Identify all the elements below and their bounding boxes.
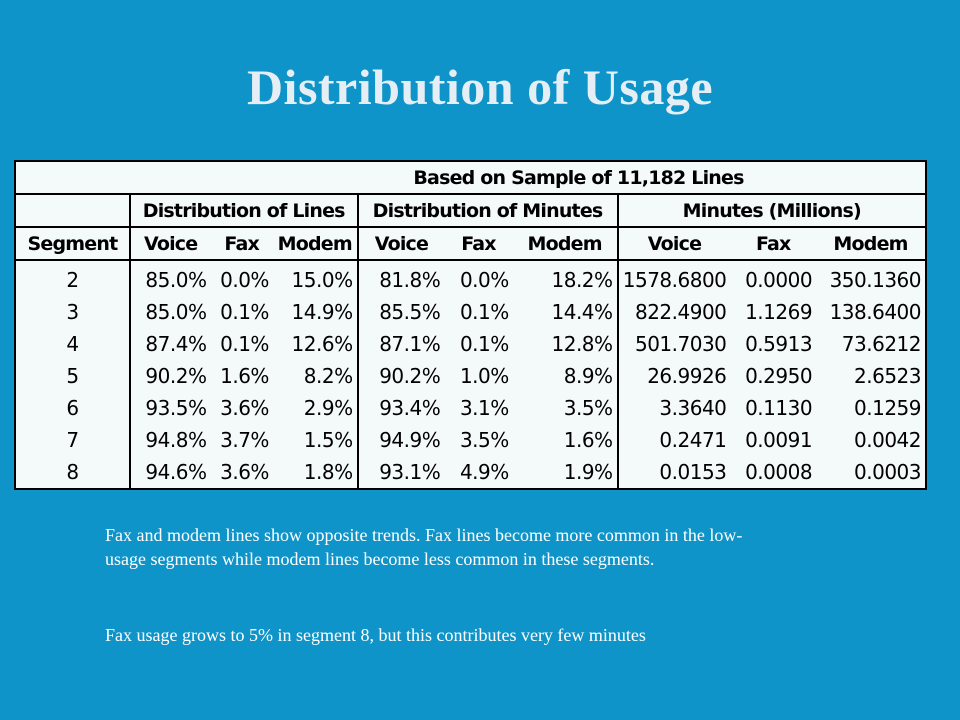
value-cell-lines-modem: 2.9% bbox=[303, 395, 353, 420]
column-header-lines-modem: Modem bbox=[272, 227, 358, 261]
value-cell-minutes-fax: 0.1% bbox=[459, 332, 509, 357]
value-cell-minutes-modem: 14.4% bbox=[551, 300, 614, 325]
value-cell-minutes-modem: 3.5% bbox=[563, 395, 613, 420]
column-header-millions-modem: Modem bbox=[816, 227, 925, 261]
value-cell-lines-modem: 14.9% bbox=[291, 300, 354, 325]
usage-table: Based on Sample of 11,182 Lines Distribu… bbox=[14, 160, 927, 490]
value-cell-millions-modem: 73.6212 bbox=[841, 332, 922, 357]
value-cell-millions-fax: 0.2950 bbox=[745, 364, 813, 389]
value-cell-millions-voice: 3.3640 bbox=[616, 392, 731, 424]
value-cell-minutes-modem: 12.8% bbox=[551, 332, 614, 357]
usage-table-grid: Based on Sample of 11,182 Lines Distribu… bbox=[16, 162, 925, 488]
segment-cell: 5 bbox=[66, 364, 79, 389]
value-cell-minutes-voice: 94.9% bbox=[356, 423, 445, 456]
table-row: 7 94.8% 3.7% 1.5% 94.9% 3.5% 1.6% 0.2471 0.0091 0… bbox=[16, 423, 925, 456]
value-cell-millions-voice: 0.2471 bbox=[616, 423, 731, 456]
value-cell-millions-modem: 350.1360 bbox=[829, 268, 922, 293]
value-cell-minutes-voice: 87.1% bbox=[356, 328, 445, 361]
value-cell-lines-fax: 3.6% bbox=[220, 459, 269, 484]
segment-cell: 3 bbox=[66, 300, 79, 325]
segment-cell: 6 bbox=[66, 395, 79, 420]
value-cell-minutes-voice: 81.8% bbox=[356, 260, 445, 297]
value-cell-minutes-modem: 1.6% bbox=[563, 427, 613, 452]
value-cell-lines-fax: 0.1% bbox=[220, 300, 269, 325]
value-cell-millions-voice: 26.9926 bbox=[616, 360, 731, 392]
value-cell-lines-voice: 94.6% bbox=[128, 455, 211, 488]
value-cell-lines-fax: 3.7% bbox=[220, 427, 269, 452]
value-cell-millions-voice: 0.0153 bbox=[616, 455, 731, 488]
value-cell-lines-voice: 87.4% bbox=[128, 328, 211, 361]
group-header-lines: Distribution of Lines bbox=[128, 194, 358, 228]
group-header-minutes: Distribution of Minutes bbox=[356, 194, 618, 228]
segment-cell: 4 bbox=[66, 332, 79, 357]
value-cell-lines-voice: 90.2% bbox=[128, 360, 211, 392]
table-row: 5 90.2% 1.6% 8.2% 90.2% 1.0% 8.9% 26.9926 0.2950… bbox=[16, 360, 925, 392]
value-cell-minutes-fax: 4.9% bbox=[459, 459, 509, 484]
value-cell-minutes-fax: 0.1% bbox=[459, 300, 509, 325]
value-cell-lines-modem: 8.2% bbox=[303, 364, 353, 389]
value-cell-lines-fax: 1.6% bbox=[220, 364, 269, 389]
value-cell-minutes-fax: 3.1% bbox=[459, 395, 509, 420]
value-cell-millions-voice: 501.7030 bbox=[616, 328, 731, 361]
value-cell-millions-modem: 0.0042 bbox=[854, 427, 921, 452]
column-header-segment: Segment bbox=[16, 227, 130, 261]
column-header-row: Segment Voice Fax Modem Voice Fax Modem Voice Fa… bbox=[16, 227, 925, 261]
value-cell-lines-voice: 93.5% bbox=[128, 392, 211, 424]
value-cell-millions-fax: 1.1269 bbox=[745, 300, 813, 325]
value-cell-lines-voice: 94.8% bbox=[128, 423, 211, 456]
value-cell-millions-voice: 822.4900 bbox=[616, 296, 731, 329]
value-cell-millions-modem: 138.6400 bbox=[829, 300, 922, 325]
table-row: 2 85.0% 0.0% 15.0% 81.8% 0.0% 18.2% 1578.6800 0.… bbox=[16, 260, 925, 297]
value-cell-minutes-fax: 3.5% bbox=[459, 427, 509, 452]
value-cell-millions-modem: 0.0003 bbox=[854, 459, 921, 484]
column-header-minutes-voice: Voice bbox=[356, 227, 445, 261]
column-header-minutes-fax: Fax bbox=[444, 227, 513, 261]
note-fax-usage: Fax usage grows to 5% in segment 8, but … bbox=[105, 625, 646, 645]
table-row: 4 87.4% 0.1% 12.6% 87.1% 0.1% 12.8% 501.7030 0.5… bbox=[16, 328, 925, 361]
group-header-minutes-millions: Minutes (Millions) bbox=[616, 194, 925, 228]
value-cell-millions-fax: 0.5913 bbox=[745, 332, 813, 357]
value-cell-lines-modem: 1.5% bbox=[303, 427, 353, 452]
value-cell-minutes-voice: 85.5% bbox=[356, 296, 445, 329]
value-cell-millions-voice: 1578.6800 bbox=[616, 260, 731, 297]
value-cell-lines-fax: 0.0% bbox=[220, 268, 269, 293]
value-cell-millions-fax: 0.1130 bbox=[745, 395, 813, 420]
column-header-minutes-modem: Modem bbox=[512, 227, 618, 261]
table-row: 8 94.6% 3.6% 1.8% 93.1% 4.9% 1.9% 0.0153 0.0008 0… bbox=[16, 455, 925, 488]
note-trends: Fax and modem lines show opposite trends… bbox=[105, 525, 743, 569]
value-cell-minutes-voice: 93.1% bbox=[356, 455, 445, 488]
value-cell-millions-fax: 0.0000 bbox=[745, 268, 813, 293]
value-cell-lines-fax: 0.1% bbox=[220, 332, 269, 357]
value-cell-lines-voice: 85.0% bbox=[128, 296, 211, 329]
value-cell-lines-modem: 1.8% bbox=[303, 459, 353, 484]
value-cell-minutes-fax: 1.0% bbox=[459, 364, 509, 389]
column-header-lines-voice: Voice bbox=[128, 227, 211, 261]
column-header-millions-voice: Voice bbox=[616, 227, 731, 261]
segment-cell: 8 bbox=[66, 459, 79, 484]
value-cell-minutes-modem: 8.9% bbox=[563, 364, 613, 389]
segment-cell: 7 bbox=[66, 427, 79, 452]
table-row: 6 93.5% 3.6% 2.9% 93.4% 3.1% 3.5% 3.3640 0.1130 0… bbox=[16, 392, 925, 424]
value-cell-millions-modem: 2.6523 bbox=[854, 364, 921, 389]
value-cell-millions-fax: 0.0091 bbox=[745, 427, 813, 452]
value-cell-minutes-modem: 18.2% bbox=[551, 268, 614, 293]
slide-title: Distribution of Usage bbox=[246, 59, 714, 115]
value-cell-lines-modem: 12.6% bbox=[291, 332, 354, 357]
value-cell-minutes-fax: 0.0% bbox=[459, 268, 509, 293]
value-cell-lines-modem: 15.0% bbox=[291, 268, 354, 293]
value-cell-minutes-voice: 93.4% bbox=[356, 392, 445, 424]
group-header-blank bbox=[16, 194, 130, 228]
value-cell-millions-fax: 0.0008 bbox=[745, 459, 813, 484]
value-cell-lines-fax: 3.6% bbox=[220, 395, 269, 420]
table-caption: Based on Sample of 11,182 Lines bbox=[16, 162, 925, 195]
value-cell-millions-modem: 0.1259 bbox=[854, 395, 921, 420]
table-body: 2 85.0% 0.0% 15.0% 81.8% 0.0% 18.2% 1578.6800 0.… bbox=[16, 260, 925, 488]
column-header-lines-fax: Fax bbox=[210, 227, 273, 261]
value-cell-lines-voice: 85.0% bbox=[128, 260, 211, 297]
value-cell-minutes-modem: 1.9% bbox=[563, 459, 613, 484]
column-header-millions-fax: Fax bbox=[730, 227, 817, 261]
value-cell-minutes-voice: 90.2% bbox=[356, 360, 445, 392]
segment-cell: 2 bbox=[66, 268, 79, 293]
table-row: 3 85.0% 0.1% 14.9% 85.5% 0.1% 14.4% 822.4900 1.1… bbox=[16, 296, 925, 329]
